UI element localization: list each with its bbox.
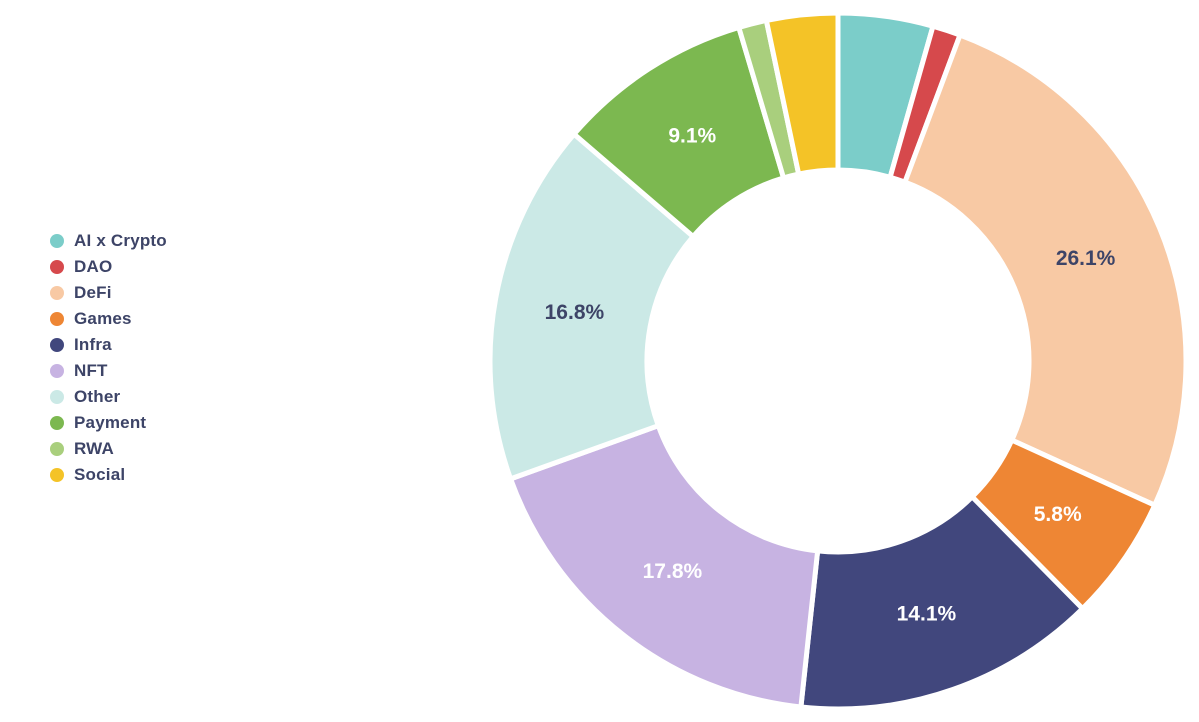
legend-label-defi: DeFi xyxy=(74,282,112,302)
legend-label-games: Games xyxy=(74,308,132,328)
donut-slice-nft xyxy=(508,423,821,710)
legend-swatch-rwa xyxy=(50,441,64,456)
legend-item-rwa: RWA xyxy=(50,439,167,458)
legend-swatch-nft xyxy=(50,363,64,378)
chart-legend: AI x Crypto DAO DeFi Games Infra NFT Other Paym… xyxy=(50,231,167,484)
legend-swatch-dao xyxy=(50,259,64,274)
slice-percentage-label-other: 16.8% xyxy=(545,301,605,324)
legend-swatch-defi xyxy=(50,285,64,300)
donut-slice-defi xyxy=(902,32,1189,508)
slice-percentage-label-nft: 17.8% xyxy=(643,560,703,583)
legend-label-payment: Payment xyxy=(74,412,147,432)
legend-label-other: Other xyxy=(74,386,121,406)
slice-percentage-label-games: 5.8% xyxy=(1034,503,1082,526)
legend-swatch-games xyxy=(50,311,64,326)
slice-percentage-label-payment: 9.1% xyxy=(668,125,716,148)
legend-swatch-ai-x-crypto xyxy=(50,233,64,248)
legend-label-rwa: RWA xyxy=(74,438,114,458)
legend-item-payment: Payment xyxy=(50,413,167,432)
slice-percentage-label-infra: 14.1% xyxy=(897,603,957,626)
legend-item-defi: DeFi xyxy=(50,283,167,302)
donut-slice-other xyxy=(487,131,696,482)
legend-item-other: Other xyxy=(50,387,167,406)
legend-label-infra: Infra xyxy=(74,334,112,354)
legend-swatch-social xyxy=(50,467,64,482)
legend-swatch-infra xyxy=(50,337,64,352)
legend-item-games: Games xyxy=(50,309,167,328)
legend-label-nft: NFT xyxy=(74,360,108,380)
legend-label-ai-x-crypto: AI x Crypto xyxy=(74,230,167,250)
legend-item-infra: Infra xyxy=(50,335,167,354)
legend-item-social: Social xyxy=(50,465,167,484)
legend-swatch-other xyxy=(50,389,64,404)
legend-item-nft: NFT xyxy=(50,361,167,380)
legend-item-dao: DAO xyxy=(50,257,167,276)
donut-slice-social xyxy=(763,10,841,177)
legend-swatch-payment xyxy=(50,415,64,430)
legend-label-social: Social xyxy=(74,464,126,484)
slice-percentage-label-defi: 26.1% xyxy=(1056,247,1116,270)
donut-slice-infra xyxy=(798,494,1086,712)
legend-label-dao: DAO xyxy=(74,256,113,276)
legend-item-ai-x-crypto: AI x Crypto xyxy=(50,231,167,250)
